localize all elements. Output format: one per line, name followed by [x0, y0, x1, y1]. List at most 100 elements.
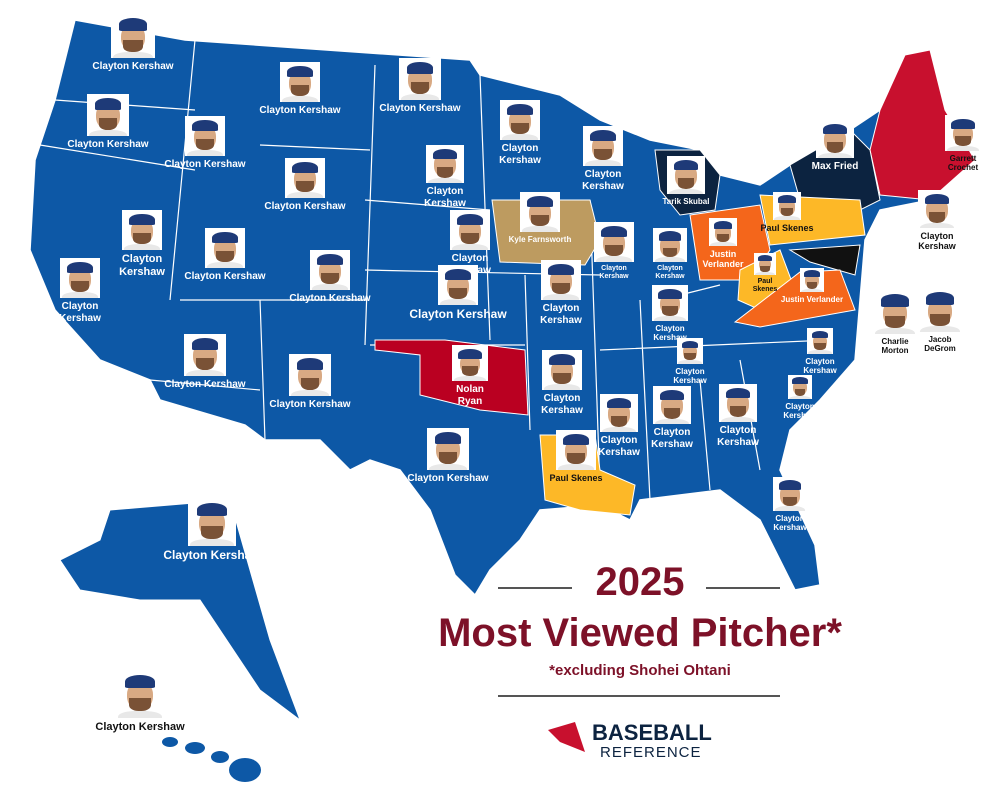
player-photo	[816, 120, 854, 158]
player-photo	[653, 386, 691, 424]
pitcher-label: Clayton Kershaw	[264, 201, 346, 212]
pitcher-label: Clayton Kershaw	[653, 324, 687, 343]
player-photo	[426, 145, 464, 183]
pitcher-label: Clayton Kershaw	[541, 393, 583, 416]
player-photo	[754, 253, 776, 275]
pitcher-label: Clayton Kershaw	[918, 231, 956, 252]
player-photo	[773, 477, 807, 511]
hawaii	[162, 737, 261, 782]
title-headline: Most Viewed Pitcher*	[438, 611, 842, 655]
player-photo	[918, 190, 956, 228]
title-note: *excluding Shohei Ohtani	[549, 662, 731, 679]
player-photo	[289, 354, 331, 396]
player-photo	[594, 222, 634, 262]
pitcher-label: Paul Skenes	[752, 278, 778, 294]
player-photo	[807, 328, 833, 354]
logo-mark	[548, 722, 585, 752]
player-photo	[310, 250, 350, 290]
pitcher-label: Paul Skenes	[760, 223, 814, 233]
player-photo	[945, 115, 981, 151]
player-photo	[918, 288, 962, 332]
pitcher-label: Clayton Kershaw	[773, 514, 807, 533]
player-photo	[87, 94, 129, 136]
pitcher-label: Nolan Ryan	[456, 384, 484, 407]
player-photo	[116, 670, 164, 718]
player-photo	[773, 192, 801, 220]
player-photo	[873, 290, 917, 334]
player-photo	[427, 428, 469, 470]
player-photo	[185, 116, 225, 156]
pitcher-label: Clayton Kershaw	[67, 139, 149, 150]
pitcher-label: Clayton Kershaw	[717, 425, 759, 448]
pitcher-label: Clayton Kershaw	[95, 721, 185, 733]
pitcher-label: Jacob DeGrom	[924, 335, 956, 354]
region-iowa	[491, 199, 601, 266]
player-photo	[399, 58, 441, 100]
player-photo	[285, 158, 325, 198]
player-photo	[556, 430, 596, 470]
pitcher-label: Clayton Kershaw	[424, 186, 466, 209]
pitcher-label: Clayton Kershaw	[499, 143, 541, 166]
pitcher-label: Charlie Morton	[881, 337, 909, 356]
title-block: 2025 Most Viewed Pitcher* *excluding Sho…	[400, 560, 880, 679]
pitcher-label: Clayton Kershaw	[783, 402, 817, 421]
pitcher-label: Clayton Kershaw	[540, 303, 582, 326]
pitcher-label: Clayton Kershaw	[651, 427, 693, 450]
pitcher-label: Clayton Kershaw	[163, 548, 261, 562]
alaska	[59, 499, 302, 722]
player-photo	[60, 258, 100, 298]
pitcher-label: Clayton Kershaw	[164, 159, 246, 170]
title-year: 2025	[595, 560, 685, 604]
player-photo	[667, 156, 705, 194]
pitcher-label: Garrett Crochet	[947, 154, 979, 173]
player-photo	[800, 268, 824, 292]
pitcher-label: Paul Skenes	[549, 473, 603, 483]
player-photo	[205, 228, 245, 268]
us-mainland	[29, 19, 976, 597]
pitcher-label: Tarik Skubal	[662, 197, 710, 206]
pitcher-label: Clayton Kershaw	[673, 367, 707, 386]
player-photo	[184, 334, 226, 376]
region-oklahoma	[374, 339, 529, 416]
player-photo	[450, 210, 490, 250]
player-photo	[677, 338, 703, 364]
pitcher-label: Clayton Kershaw	[289, 293, 371, 304]
player-photo	[541, 260, 581, 300]
player-photo	[652, 285, 688, 321]
pitcher-label: Clayton Kershaw	[599, 265, 629, 281]
pitcher-label: Clayton Kershaw	[184, 271, 266, 282]
pitcher-label: Clayton Kershaw	[598, 435, 640, 458]
player-photo	[709, 218, 737, 246]
player-photo	[788, 375, 812, 399]
region-maryland	[788, 244, 861, 276]
pitcher-label: Clayton Kershaw	[259, 105, 341, 116]
player-photo	[122, 210, 162, 250]
player-photo	[653, 228, 687, 262]
logo-line2: REFERENCE	[600, 744, 702, 761]
player-photo	[188, 498, 236, 546]
player-photo	[520, 192, 560, 232]
pitcher-label: Clayton Kershaw	[92, 61, 174, 72]
pitcher-label: Justin Verlander	[780, 295, 844, 304]
player-photo	[438, 265, 478, 305]
player-photo	[500, 100, 540, 140]
pitcher-label: Justin Verlander	[702, 249, 744, 270]
pitcher-label: Max Fried	[811, 161, 859, 172]
pitcher-label: Clayton Kershaw	[269, 399, 351, 410]
player-photo	[542, 350, 582, 390]
logo-line1: BASEBALL	[592, 720, 712, 745]
player-photo	[719, 384, 757, 422]
pitcher-label: Clayton Kershaw	[655, 265, 685, 281]
pitcher-label: Clayton Kershaw	[164, 379, 246, 390]
pitcher-label: Clayton Kershaw	[119, 253, 165, 278]
pitcher-label: Clayton Kershaw	[409, 307, 507, 321]
player-photo	[111, 14, 155, 58]
player-photo	[583, 126, 623, 166]
pitcher-label: Clayton Kershaw	[803, 357, 837, 376]
pitcher-label: Clayton Kershaw	[582, 169, 624, 192]
region-virginia	[733, 269, 856, 328]
player-photo	[600, 394, 638, 432]
pitcher-label: Clayton Kershaw	[407, 473, 489, 484]
